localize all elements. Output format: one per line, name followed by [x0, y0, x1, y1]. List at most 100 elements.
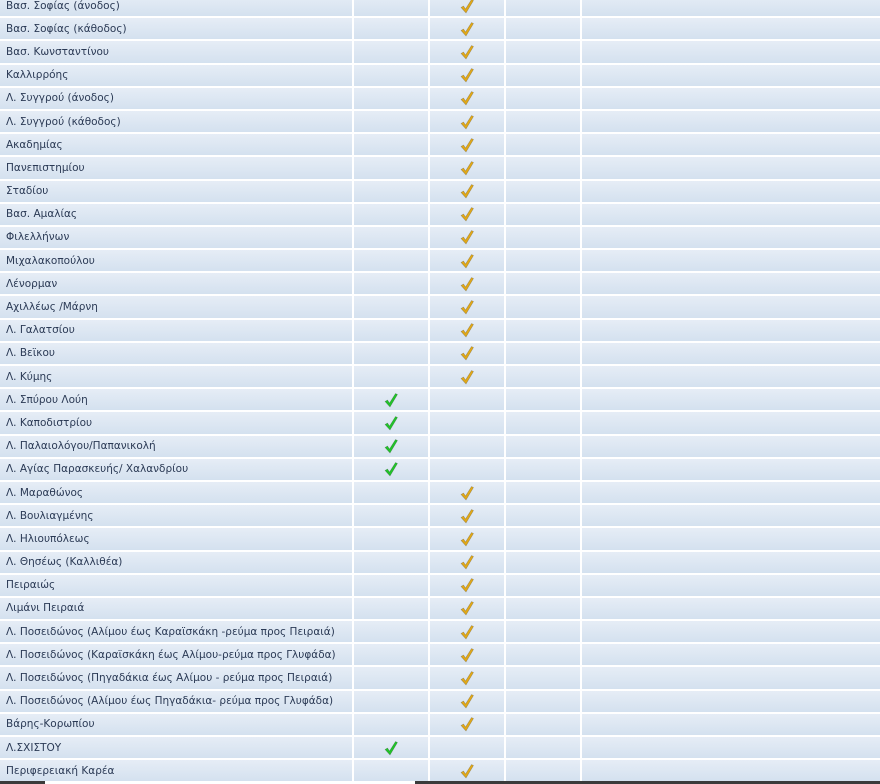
green-check-icon — [384, 439, 398, 454]
yellow-status-cell — [430, 319, 504, 341]
notes-cell — [582, 760, 880, 782]
notes-cell — [582, 134, 880, 156]
table-row: Λ. Καποδιστρίου — [0, 412, 880, 434]
yellow-status-cell — [430, 366, 504, 388]
yellow-check-icon — [460, 91, 474, 106]
status-cell — [506, 87, 580, 109]
table-row: Λ. Ποσειδώνος (Καραϊσκάκη έως Αλίμου-ρεύ… — [0, 644, 880, 666]
yellow-check-icon — [460, 624, 474, 640]
status-cell — [506, 342, 580, 364]
green-status-cell — [354, 226, 428, 249]
green-status-cell — [354, 551, 428, 573]
yellow-check-icon — [460, 161, 474, 176]
table-row: Πειραιώς — [0, 574, 880, 596]
notes-cell — [582, 412, 880, 434]
notes-cell — [582, 528, 880, 550]
road-name: Λ. Ηλιουπόλεως — [0, 528, 352, 550]
yellow-status-cell — [430, 342, 504, 364]
green-status-cell — [354, 667, 428, 689]
table-row: Λ. Κύμης — [0, 366, 880, 388]
status-cell — [506, 551, 580, 573]
table-row: Λ. Θησέως (Καλλιθέα) — [0, 551, 880, 573]
table-row: Λ. Βεϊκου — [0, 342, 880, 364]
green-status-cell — [354, 597, 428, 620]
yellow-status-cell — [430, 713, 504, 735]
green-check-icon — [384, 392, 398, 408]
green-check-icon — [384, 416, 398, 431]
road-name: Πειραιώς — [0, 574, 352, 596]
road-name: Βασ. Κωνσταντίνου — [0, 41, 352, 63]
yellow-status-cell — [430, 574, 504, 596]
status-cell — [506, 667, 580, 689]
notes-cell — [582, 273, 880, 295]
road-name: Λ. Ποσειδώνος (Καραϊσκάκη έως Αλίμου-ρεύ… — [0, 644, 352, 666]
yellow-check-icon — [460, 555, 474, 570]
status-cell — [506, 528, 580, 550]
yellow-status-cell — [430, 667, 504, 689]
yellow-check-icon — [460, 137, 474, 153]
road-name: Βασ. Σοφίας (άνοδος) — [0, 0, 352, 17]
road-name: Λ. Ποσειδώνος (Αλίμου έως Πηγαδάκια- ρεύ… — [0, 690, 352, 712]
road-name: Σταδίου — [0, 180, 352, 202]
table-row: Πανεπιστημίου — [0, 157, 880, 179]
green-status-cell — [354, 574, 428, 596]
scrollbar-left[interactable] — [0, 781, 45, 784]
green-status-cell — [354, 157, 428, 179]
table-row: Λ. Ποσειδώνος (Αλίμου έως Πηγαδάκια- ρεύ… — [0, 690, 880, 712]
yellow-status-cell — [430, 621, 504, 643]
table-row: Καλλιρρόης — [0, 64, 880, 86]
yellow-status-cell — [430, 458, 504, 480]
yellow-status-cell — [430, 481, 504, 504]
notes-cell — [582, 110, 880, 133]
notes-cell — [582, 435, 880, 457]
yellow-status-cell — [430, 597, 504, 620]
status-cell — [506, 41, 580, 63]
status-cell — [506, 203, 580, 225]
notes-cell — [582, 621, 880, 643]
horizontal-scrollbar[interactable] — [415, 781, 880, 784]
notes-cell — [582, 366, 880, 388]
table-row: Λ. Σπύρου Λούη — [0, 389, 880, 411]
road-name: Λ. Ποσειδώνος (Αλίμου έως Καραϊσκάκη -ρε… — [0, 621, 352, 643]
road-name: Μιχαλακοπούλου — [0, 250, 352, 272]
notes-cell — [582, 203, 880, 225]
road-name: Ακαδημίας — [0, 134, 352, 156]
road-name: Λ. Γαλατσίου — [0, 319, 352, 341]
green-status-cell — [354, 644, 428, 666]
table-row: Λ. Μαραθώνος — [0, 481, 880, 504]
notes-cell — [582, 18, 880, 40]
yellow-status-cell — [430, 87, 504, 109]
table-row: Λιμάνι Πειραιά — [0, 597, 880, 620]
yellow-status-cell — [430, 226, 504, 249]
road-name: Φιλελλήνων — [0, 226, 352, 249]
yellow-check-icon — [460, 323, 474, 338]
yellow-status-cell — [430, 273, 504, 295]
road-name: Πανεπιστημίου — [0, 157, 352, 179]
yellow-check-icon — [460, 717, 474, 732]
yellow-status-cell — [430, 551, 504, 573]
table-row: Περιφερειακή Καρέα — [0, 760, 880, 782]
green-check-icon — [384, 462, 398, 477]
yellow-status-cell — [430, 203, 504, 225]
road-name: Λένορμαν — [0, 273, 352, 295]
green-status-cell — [354, 412, 428, 434]
green-status-cell — [354, 134, 428, 156]
road-name: Λιμάνι Πειραιά — [0, 597, 352, 620]
status-cell — [506, 621, 580, 643]
green-status-cell — [354, 250, 428, 272]
yellow-status-cell — [430, 528, 504, 550]
yellow-check-icon — [460, 68, 474, 83]
green-status-cell — [354, 481, 428, 504]
table-row: Λ. Ηλιουπόλεως — [0, 528, 880, 550]
road-name: Λ. Κύμης — [0, 366, 352, 388]
table-row: Αχιλλέως /Μάρνη — [0, 296, 880, 318]
notes-cell — [582, 250, 880, 272]
notes-cell — [582, 87, 880, 109]
notes-cell — [582, 458, 880, 480]
status-cell — [506, 0, 580, 17]
notes-cell — [582, 713, 880, 735]
road-name: Λ. Αγίας Παρασκευής/ Χαλανδρίου — [0, 458, 352, 480]
notes-cell — [582, 342, 880, 364]
yellow-status-cell — [430, 435, 504, 457]
yellow-status-cell — [430, 180, 504, 202]
